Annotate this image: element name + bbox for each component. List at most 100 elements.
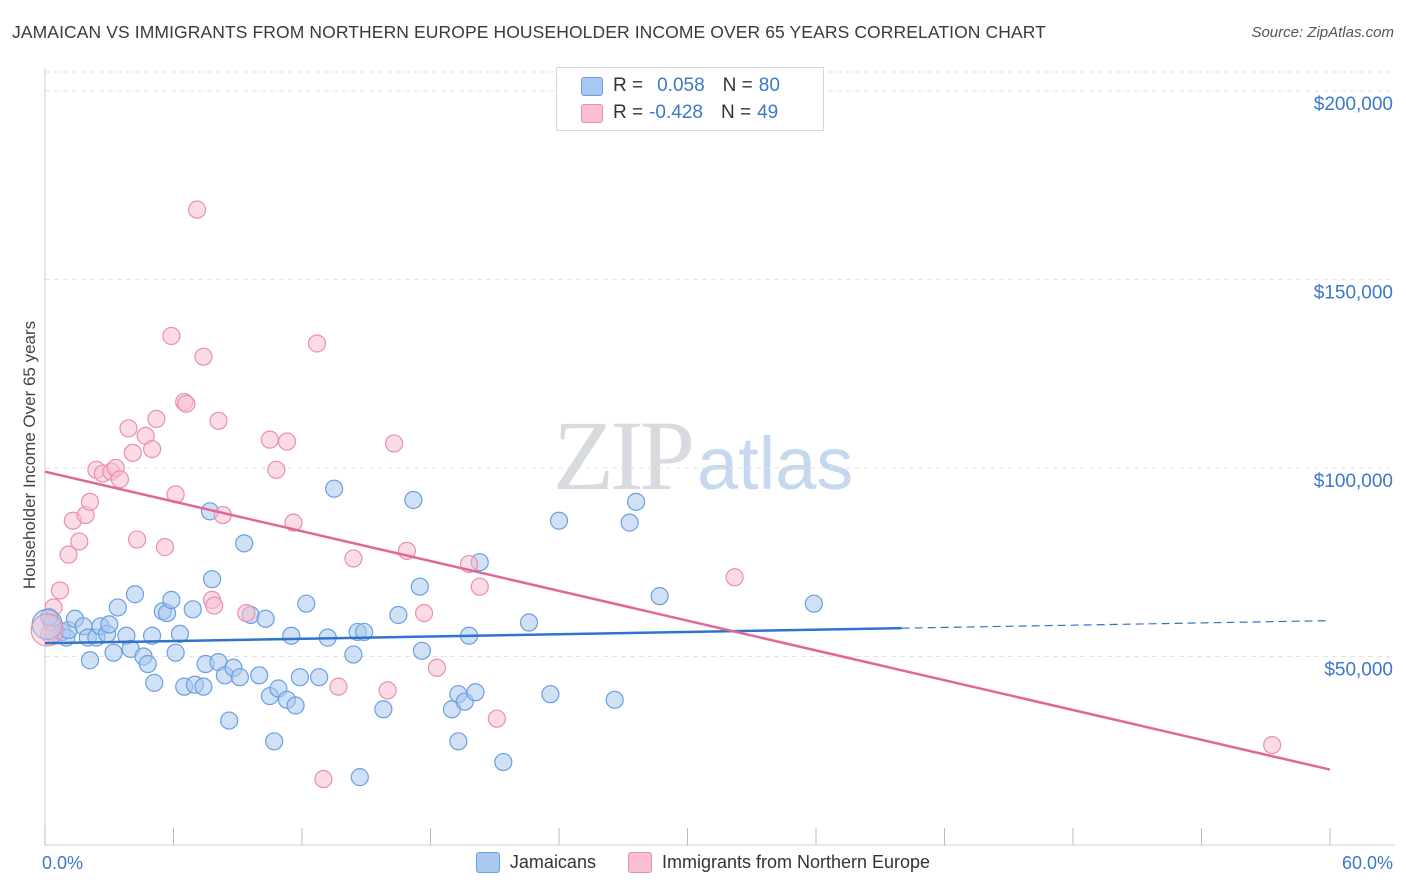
point-northern-europe — [329, 677, 348, 696]
point-jamaicans — [80, 651, 100, 670]
point-northern-europe — [1263, 735, 1282, 755]
point-jamaicans — [650, 587, 669, 606]
point-jamaicans — [194, 677, 213, 696]
point-jamaicans — [220, 711, 239, 730]
point-northern-europe — [414, 603, 434, 623]
point-jamaicans — [145, 673, 164, 692]
point-jamaicans — [355, 622, 374, 642]
point-jamaicans — [138, 654, 157, 674]
stat-n-label: N = — [722, 75, 753, 96]
point-northern-europe — [307, 334, 327, 353]
legend-label-jamaicans: Jamaicans — [509, 852, 596, 872]
point-northern-europe — [487, 709, 506, 728]
point-northern-europe — [260, 430, 279, 449]
stat-swatch-northern-europe — [581, 103, 603, 123]
point-jamaicans — [389, 605, 408, 625]
point-northern-europe — [147, 409, 166, 429]
point-jamaicans — [466, 683, 485, 702]
point-jamaicans — [605, 690, 624, 709]
stat-row-northern-europe: R = -0.428 N = 49 — [581, 100, 778, 126]
legend-swatch-northern-europe — [627, 852, 652, 873]
point-jamaicans — [183, 600, 202, 619]
point-northern-europe — [110, 470, 130, 489]
point-jamaicans — [404, 490, 423, 510]
point-jamaicans — [256, 609, 275, 628]
point-northern-europe — [162, 326, 181, 346]
stat-r-label: R = — [613, 75, 644, 96]
x-tick-label-min: 0.0% — [42, 853, 83, 873]
point-jamaicans — [282, 626, 301, 645]
point-northern-europe — [284, 513, 303, 532]
point-jamaicans — [100, 615, 119, 634]
point-northern-europe — [123, 443, 142, 462]
y-tick-label: $150,000 — [1314, 282, 1393, 303]
point-jamaicans — [804, 594, 823, 613]
zipatlas-watermark: ZIPatlas — [553, 398, 853, 513]
point-jamaicans — [170, 624, 190, 643]
y-tick-label: $100,000 — [1314, 471, 1393, 492]
point-northern-europe — [187, 200, 207, 219]
point-jamaicans — [541, 685, 560, 704]
stat-r-value: 0.058 — [657, 75, 705, 96]
legend-swatch-jamaicans — [475, 852, 500, 873]
point-jamaicans — [297, 594, 316, 613]
point-northern-europe — [470, 577, 489, 596]
point-northern-europe — [177, 394, 196, 413]
point-jamaicans — [108, 598, 127, 617]
point-jamaicans — [412, 641, 432, 660]
point-jamaicans — [142, 626, 162, 645]
point-northern-europe — [205, 596, 224, 615]
point-northern-europe — [237, 603, 256, 623]
point-jamaicans — [310, 668, 329, 687]
watermark-atlas: atlas — [697, 422, 854, 505]
point-jamaicans — [410, 577, 429, 596]
point-jamaicans — [125, 585, 145, 604]
point-northern-europe — [155, 538, 175, 557]
stat-r-label: R = — [613, 102, 644, 123]
point-northern-europe — [427, 658, 447, 677]
point-northern-europe — [50, 581, 70, 600]
point-jamaicans — [449, 732, 468, 751]
point-jamaicans — [549, 511, 569, 530]
legend-item-northern-europe[interactable]: Immigrants from Northern Europe — [627, 852, 930, 873]
point-northern-europe — [119, 419, 138, 438]
point-northern-europe — [378, 681, 397, 700]
stat-swatch-jamaicans — [581, 76, 603, 96]
point-northern-europe — [314, 769, 333, 789]
point-jamaicans — [235, 534, 254, 553]
correlation-stats-box: R = 0.058 N = 80 R = -0.428 N = 49 — [556, 67, 824, 131]
trendline-jamaicans-extension — [901, 620, 1331, 629]
point-jamaicans — [374, 700, 393, 719]
point-northern-europe — [384, 434, 404, 453]
legend-item-jamaicans[interactable]: Jamaicans — [475, 852, 596, 873]
y-tick-label: $200,000 — [1314, 94, 1393, 115]
chart-legend: Jamaicans Immigrants from Northern Europ… — [0, 852, 1406, 873]
watermark-zip: ZIP — [553, 400, 695, 511]
trendline-northern-europe — [44, 470, 1331, 771]
stat-n-value: 80 — [758, 75, 780, 96]
stat-n-value: 49 — [757, 102, 779, 123]
stat-n-label: N = — [720, 102, 752, 123]
chart-source: Source: ZipAtlas.com — [1251, 24, 1394, 41]
trendline-jamaicans — [44, 626, 902, 645]
point-jamaicans — [350, 768, 369, 787]
point-northern-europe — [127, 530, 147, 549]
x-tick-label-max: 60.0% — [1342, 853, 1393, 873]
point-northern-europe — [142, 439, 162, 459]
point-jamaicans — [344, 645, 363, 664]
point-jamaicans — [230, 668, 249, 687]
point-northern-europe — [344, 549, 363, 568]
point-jamaicans — [325, 479, 344, 498]
point-northern-europe — [194, 347, 213, 366]
point-northern-europe — [80, 492, 100, 511]
point-northern-europe — [209, 411, 228, 430]
chart-title: JAMAICAN VS IMMIGRANTS FROM NORTHERN EUR… — [12, 22, 1046, 42]
point-jamaicans — [104, 643, 123, 662]
point-northern-europe — [277, 432, 297, 451]
point-northern-europe — [70, 532, 89, 551]
y-tick-label: $50,000 — [1324, 659, 1393, 680]
point-jamaicans — [494, 752, 513, 772]
stat-row-jamaicans: R = 0.058 N = 80 — [581, 73, 780, 99]
point-jamaicans — [626, 492, 646, 511]
